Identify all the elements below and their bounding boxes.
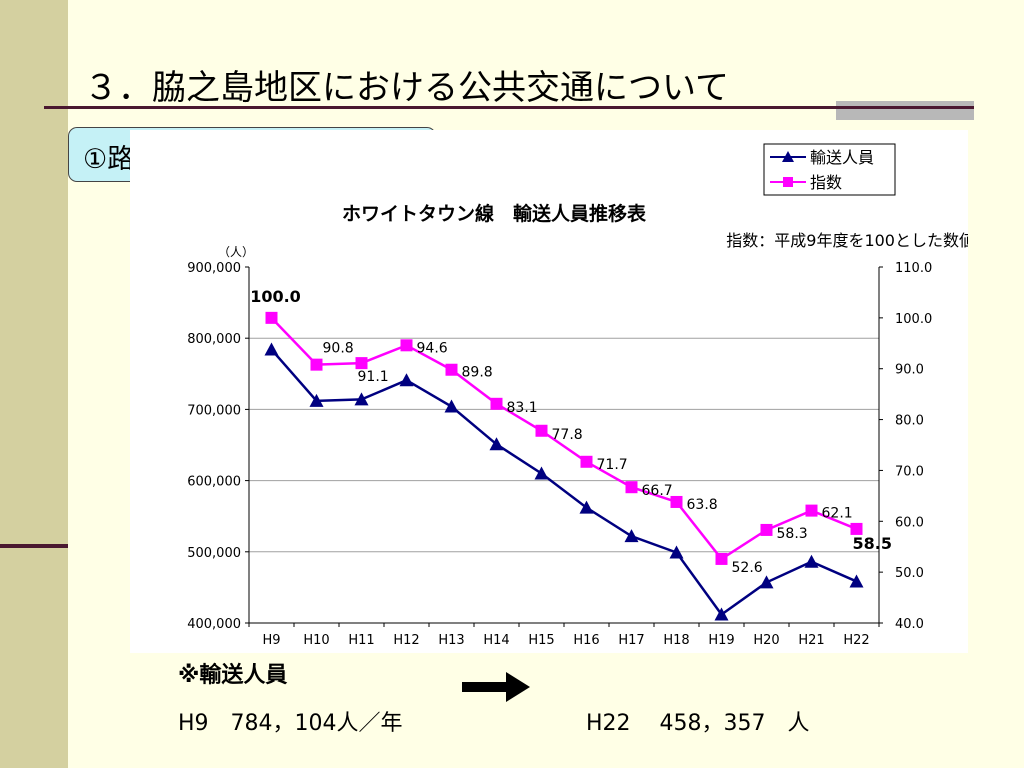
chart-title: ホワイトタウン線 輸送人員推移表 <box>342 202 647 225</box>
passengers-point <box>624 529 639 543</box>
x-axis-tick-label: H13 <box>438 633 464 648</box>
passengers-point <box>759 575 774 589</box>
index-data-label: 100.0 <box>250 287 301 306</box>
index-point <box>535 424 548 437</box>
left-axis-unit: （人） <box>218 245 254 259</box>
right-axis-tick-label: 90.0 <box>895 363 924 378</box>
passengers-point <box>354 392 369 406</box>
index-data-label: 63.8 <box>687 497 718 513</box>
index-data-label: 83.1 <box>507 400 538 416</box>
passengers-point <box>579 500 594 514</box>
left-axis-tick-label: 500,000 <box>187 546 241 561</box>
passengers-point <box>849 574 864 588</box>
x-axis-tick-label: H12 <box>393 633 419 648</box>
right-axis-tick-label: 40.0 <box>895 617 924 632</box>
x-axis-tick-label: H10 <box>303 633 329 648</box>
index-point <box>625 481 638 494</box>
x-axis-tick-label: H19 <box>708 633 734 648</box>
index-data-label: 91.1 <box>358 369 389 385</box>
slide-title: ３．脇之島地区における公共交通について <box>84 68 729 108</box>
index-point <box>850 522 863 535</box>
index-data-label: 62.1 <box>822 506 853 522</box>
index-point <box>805 504 818 517</box>
right-arrow-icon <box>462 672 530 702</box>
index-data-label: 66.7 <box>642 483 673 499</box>
passengers-point <box>444 399 459 413</box>
index-point <box>355 357 368 370</box>
index-point <box>760 523 773 536</box>
right-axis-tick-label: 110.0 <box>895 261 932 276</box>
index-line <box>270 316 857 561</box>
passengers-line <box>270 348 858 617</box>
right-axis-tick-label: 50.0 <box>895 566 924 581</box>
passengers-h22: H22 458，357 人 <box>586 711 810 736</box>
passengers-point <box>489 437 504 451</box>
index-data-label: 71.7 <box>597 457 628 473</box>
left-decor-band <box>0 0 68 768</box>
index-point <box>670 495 683 508</box>
x-axis-tick-label: H22 <box>843 633 869 648</box>
title-rule <box>44 106 974 109</box>
passengers-point <box>309 393 324 407</box>
index-data-label: 58.5 <box>853 534 892 553</box>
index-point <box>445 363 458 376</box>
legend-label-index: 指数 <box>810 173 842 192</box>
chart-panel: ホワイトタウン線 輸送人員推移表 指数：平成9年度を100とした数値 （人） 9… <box>130 130 975 653</box>
right-axis-tick-label: 60.0 <box>895 515 924 530</box>
x-axis-tick-label: H16 <box>573 633 599 648</box>
right-axis-tick-label: 100.0 <box>895 312 932 327</box>
passengers-point <box>399 373 414 387</box>
left-axis-tick-label: 600,000 <box>187 475 241 490</box>
passengers-point <box>534 466 549 480</box>
passengers-point <box>264 342 279 356</box>
x-axis-tick-label: H20 <box>753 633 779 648</box>
index-point <box>400 339 413 352</box>
x-axis-tick-label: H21 <box>798 633 824 648</box>
passengers-point <box>714 607 729 621</box>
passengers-point <box>804 554 819 568</box>
index-data-label: 52.6 <box>732 560 763 576</box>
note-label: ※輸送人員 <box>178 663 288 688</box>
left-axis-tick-label: 900,000 <box>187 261 241 276</box>
legend-marker-square <box>783 177 793 187</box>
index-data-label: 89.8 <box>462 365 493 381</box>
index-data-label: 90.8 <box>323 341 354 357</box>
x-axis-tick-label: H17 <box>618 633 644 648</box>
index-point <box>715 552 728 565</box>
index-point <box>580 455 593 468</box>
left-axis-tick-label: 800,000 <box>187 332 241 347</box>
index-point <box>265 311 278 324</box>
index-point <box>310 358 323 371</box>
passengers-h9: H9 784，104人／年 <box>178 711 403 736</box>
title-rule-accent <box>836 101 974 120</box>
line-chart: ホワイトタウン線 輸送人員推移表 指数：平成9年度を100とした数値 （人） 9… <box>187 143 975 648</box>
left-axis-tick-label: 400,000 <box>187 617 241 632</box>
right-axis-tick-label: 70.0 <box>895 464 924 479</box>
x-axis-tick-label: H18 <box>663 633 689 648</box>
passengers-point <box>669 545 684 559</box>
x-axis-tick-label: H9 <box>262 633 280 648</box>
index-data-label: 77.8 <box>552 427 583 443</box>
legend-label-passengers: 輸送人員 <box>810 148 874 167</box>
index-data-label: 58.3 <box>777 526 808 542</box>
x-axis-tick-label: H15 <box>528 633 554 648</box>
index-point <box>490 397 503 410</box>
index-data-label: 94.6 <box>417 340 448 356</box>
index-note: 指数：平成9年度を100とした数値 <box>726 231 968 250</box>
x-axis-tick-label: H14 <box>483 633 509 648</box>
left-axis-tick-label: 700,000 <box>187 403 241 418</box>
x-axis-tick-label: H11 <box>348 633 374 648</box>
right-axis-tick-label: 80.0 <box>895 414 924 429</box>
legend-marker-triangle <box>782 151 794 162</box>
left-decor-tick <box>0 544 68 548</box>
legend: 輸送人員 指数 <box>763 143 896 196</box>
